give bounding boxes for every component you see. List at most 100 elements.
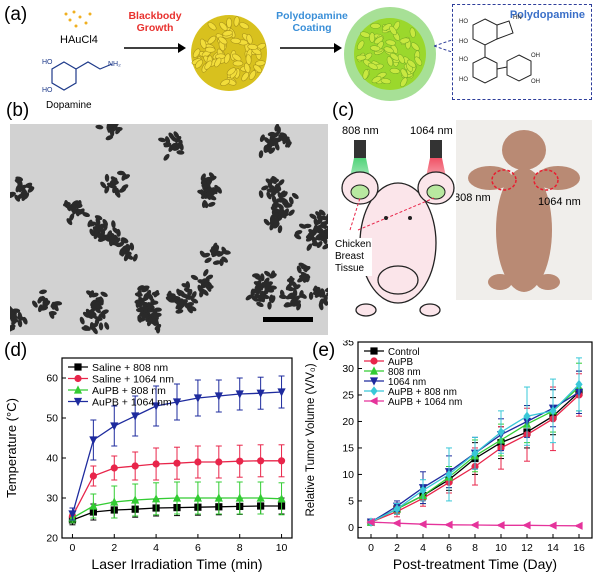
data-point [418,520,427,529]
data-point [152,460,160,468]
laser-1064-device [430,140,442,158]
series-aupb-1064-nm [68,375,286,521]
legend-label: AuPB + 808 nm [388,387,457,398]
data-point [110,464,118,472]
tumor-right [426,184,446,200]
data-point [89,472,97,480]
y-tick-label: 30 [342,363,354,375]
coated-nanoparticle [344,7,436,101]
panel-a-label: (a) [4,4,28,25]
mouse-photo: 808 nm 1064 nm [456,120,592,300]
data-point [151,402,161,411]
svg-text:HO: HO [459,57,468,63]
legend-label: Saline + 1064 nm [92,373,174,385]
mouse-photo-drawing [456,120,592,300]
svg-text:HO: HO [42,59,53,66]
dopamine-structure: HO HO NH₂ [42,59,121,94]
y-tick-label: 10 [342,469,354,481]
x-tick-label: 6 [195,542,201,554]
legend-marker [370,347,378,355]
y-tick-label: 20 [46,533,58,545]
svg-text:HO: HO [459,39,468,45]
tumor-left [350,184,370,200]
x-tick-label: 8 [472,542,478,554]
data-point [131,495,140,504]
step-1-text: Blackbody Growth [126,10,184,34]
step-2-text: Polydopamine Coating [272,10,352,34]
legend-marker [74,363,82,371]
data-point [194,458,202,466]
data-point [419,485,427,495]
y-axis-label: Relative Tumor Volume (V/V₀) [305,363,317,516]
laser-808-device [354,140,366,158]
x-tick-label: 0 [70,542,76,554]
tissue-line2: Breast [335,251,364,262]
laser-808-label: 808 nm [342,125,379,137]
x-axis-label: Post-treatment Time (Day) [393,556,557,572]
legend-marker [370,386,378,396]
y-tick-label: 60 [46,373,58,385]
haucl4-label: HAuCl4 [60,34,98,46]
data-point [193,493,203,502]
data-point [366,518,375,527]
legend-marker [73,385,83,394]
legend-label: AuPB + 1064 nm [92,396,172,408]
data-point [470,520,479,530]
data-point [256,493,265,502]
data-point [445,469,453,480]
data-point [277,494,286,503]
data-point [257,457,265,465]
legend-label: Control [388,347,420,358]
y-tick-label: 25 [342,389,354,401]
panel-b-label: (b) [6,100,30,121]
tem-image [10,124,328,335]
data-point [89,436,98,445]
x-tick-label: 10 [495,542,507,554]
data-point [214,392,223,401]
data-point [214,493,223,502]
data-point [393,504,401,514]
data-point [496,521,505,530]
legend-marker [369,377,379,386]
data-point [236,457,244,465]
data-point [89,501,98,510]
svg-text:OH: OH [531,53,540,59]
data-point [523,411,531,421]
data-point [172,493,182,502]
svg-text:HO: HO [42,87,53,94]
tissue-line1: Chicken [335,239,372,250]
step-2-line1: Polydopamine [276,10,348,22]
tissue-label: Chicken Breast Tissue [334,238,373,276]
laser-1064-label: 1064 nm [410,125,453,137]
x-tick-label: 14 [547,542,559,554]
svg-text:NH₂: NH₂ [108,61,121,68]
y-tick-label: 15 [342,442,354,454]
haucl4-dots [64,10,92,28]
x-tick-label: 2 [111,542,117,554]
y-tick-label: 30 [46,493,58,505]
legend-marker [73,397,83,407]
data-point [151,494,161,503]
panel-c-label: (c) [332,100,355,121]
legend-label: AuPB [388,357,414,368]
scale-bar [263,317,313,322]
svg-text:HN: HN [513,15,522,21]
x-tick-label: 10 [276,542,288,554]
step-2-arrow [280,43,342,53]
y-tick-label: 50 [46,413,58,425]
data-point [277,388,286,397]
data-point [110,497,119,506]
data-point [522,521,531,530]
x-tick-label: 4 [420,542,426,554]
mouse-schematic [341,140,455,317]
data-point [110,422,119,431]
data-point [548,521,557,530]
series-aupb-808-nm [367,357,583,527]
data-point [277,457,286,465]
gold-nanoparticle [191,15,267,91]
data-point [68,510,77,519]
y-tick-label: 5 [348,495,354,507]
svg-text:OH: OH [531,79,540,85]
polydopamine-inset: Polydopamine HO HO HO HO HN OH OH [452,4,592,100]
x-tick-label: 2 [394,542,400,554]
